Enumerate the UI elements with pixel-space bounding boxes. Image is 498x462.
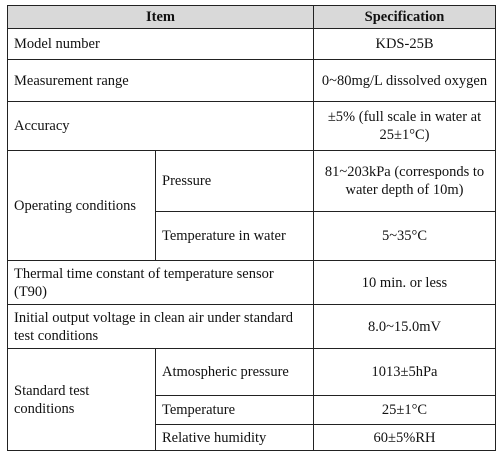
sub-item: Temperature xyxy=(155,395,314,425)
header-item: Item xyxy=(7,5,314,29)
item-label: Initial output voltage in clean air unde… xyxy=(7,304,314,349)
sub-item: Relative humidity xyxy=(155,424,314,451)
row: Operating conditions Pressure 81~203kPa (c… xyxy=(7,150,496,261)
sub-item: Pressure xyxy=(155,150,314,212)
spec-table: Item Specification Model number KDS-25B Me… xyxy=(7,5,496,451)
item-label: Accuracy xyxy=(7,101,314,151)
row: Thermal time constant of temperature sen… xyxy=(7,260,496,305)
item-label: Thermal time constant of temperature sen… xyxy=(7,260,314,305)
sub-item: Temperature in water xyxy=(155,211,314,261)
sub-item: Atmospheric pressure xyxy=(155,348,314,396)
spec-value: 10 min. or less xyxy=(313,260,496,305)
item-label: Model number xyxy=(7,28,314,60)
spec-value: ±5% (full scale in water at 25±1°C) xyxy=(313,101,496,151)
table-body: Model number KDS-25B Measurement range 0~80… xyxy=(7,28,496,451)
spec-value: 81~203kPa (corresponds to water depth of… xyxy=(313,150,496,212)
row: Temperature in water 5~35°C xyxy=(8,211,496,261)
row: Relative humidity 60±5%RH xyxy=(8,424,496,451)
header-spec: Specification xyxy=(313,5,496,29)
row: Temperature 25±1°C xyxy=(8,395,496,425)
header-row: Item Specification xyxy=(7,5,496,29)
spec-value: 0~80mg/L dissolved oxygen xyxy=(313,59,496,102)
row: Measurement range 0~80mg/L dissolved oxyg… xyxy=(7,59,496,102)
spec-value: 25±1°C xyxy=(313,395,496,425)
row: Accuracy ±5% (full scale in water at 25±1… xyxy=(7,101,496,151)
row: Initial output voltage in clean air unde… xyxy=(7,304,496,349)
spec-value: 60±5%RH xyxy=(313,424,496,451)
row: Model number KDS-25B xyxy=(7,28,496,60)
group-label: Standard test conditions xyxy=(7,348,156,451)
spec-value: 1013±5hPa xyxy=(313,348,496,396)
spec-value: 8.0~15.0mV xyxy=(313,304,496,349)
spec-value: 5~35°C xyxy=(313,211,496,261)
group-label: Operating conditions xyxy=(7,150,156,261)
spec-value: KDS-25B xyxy=(313,28,496,60)
item-label: Measurement range xyxy=(7,59,314,102)
row: Standard test conditions Atmospheric pres… xyxy=(7,348,496,451)
